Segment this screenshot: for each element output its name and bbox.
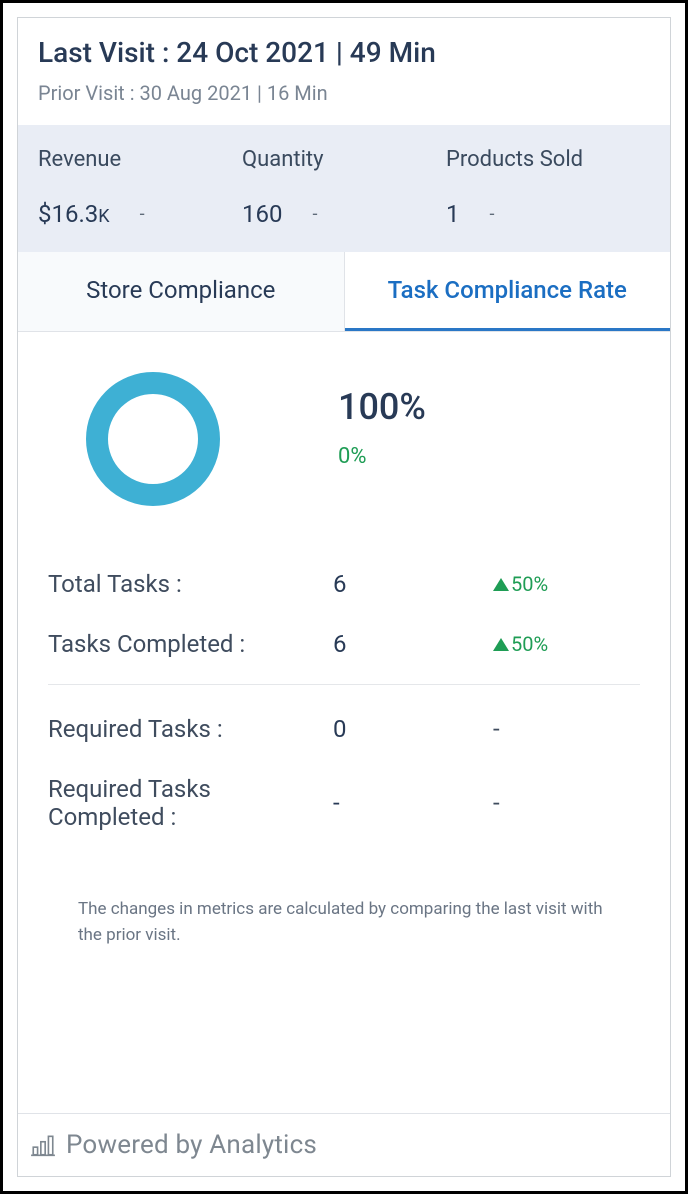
stat-row: Tasks Completed : 6 50% (48, 614, 640, 674)
compliance-percent-delta: 0% (338, 444, 640, 469)
stat-delta: 50% (453, 572, 640, 596)
metric-revenue-value: $16.3K (38, 200, 110, 228)
triangle-up-icon (493, 638, 509, 651)
stat-label: Tasks Completed : (48, 630, 333, 658)
prior-visit-line: Prior Visit : 30 Aug 2021 | 16 Min (38, 81, 650, 105)
stat-label: Required Tasks Completed : (48, 775, 333, 831)
percent-col: 100% 0% (338, 364, 640, 469)
metric-quantity: Quantity 160 - (242, 147, 446, 228)
stat-value: 6 (333, 630, 453, 658)
metric-revenue-label: Revenue (38, 147, 242, 172)
analytics-icon (30, 1132, 56, 1158)
stat-value: 0 (333, 715, 453, 743)
divider (48, 684, 640, 685)
donut-chart-wrap (48, 364, 338, 514)
metrics-bar: Revenue $16.3K - Quantity 160 - Products… (18, 125, 670, 252)
metric-products-sold-value: 1 (446, 200, 460, 228)
metric-revenue-change: - (140, 204, 145, 225)
stat-row: Required Tasks Completed : - - (48, 759, 640, 847)
stat-delta: 50% (453, 632, 640, 656)
stat-row: Required Tasks : 0 - (48, 699, 640, 759)
stat-delta: - (453, 715, 640, 743)
donut-chart (78, 364, 228, 514)
stat-row: Total Tasks : 6 50% (48, 554, 640, 614)
stat-label: Required Tasks : (48, 715, 333, 743)
metric-quantity-label: Quantity (242, 147, 446, 172)
metric-quantity-change: - (312, 204, 317, 225)
tab-content: 100% 0% Total Tasks : 6 50% Tasks Comple… (18, 332, 670, 1113)
metric-revenue: Revenue $16.3K - (38, 147, 242, 228)
footer-text: Powered by Analytics (66, 1130, 317, 1160)
stat-value: 6 (333, 570, 453, 598)
last-visit-line: Last Visit : 24 Oct 2021 | 49 Min (38, 36, 650, 69)
compliance-percent: 100% (338, 386, 640, 428)
stats-table: Total Tasks : 6 50% Tasks Completed : 6 … (48, 554, 640, 847)
metric-products-sold-change: - (490, 204, 495, 225)
card-container: Last Visit : 24 Oct 2021 | 49 Min Prior … (17, 17, 671, 1177)
visit-header: Last Visit : 24 Oct 2021 | 49 Min Prior … (18, 18, 670, 125)
compliance-summary-row: 100% 0% (48, 354, 640, 514)
footer: Powered by Analytics (18, 1113, 670, 1176)
tabs: Store Compliance Task Compliance Rate (18, 252, 670, 332)
stat-label: Total Tasks : (48, 570, 333, 598)
tab-store-compliance[interactable]: Store Compliance (18, 252, 345, 331)
stat-value: - (333, 789, 453, 817)
metric-quantity-value: 160 (242, 200, 282, 228)
tab-task-compliance-rate[interactable]: Task Compliance Rate (345, 252, 671, 331)
triangle-up-icon (493, 578, 509, 591)
stat-delta: - (453, 789, 640, 817)
metric-products-sold-label: Products Sold (446, 147, 650, 172)
metric-products-sold: Products Sold 1 - (446, 147, 650, 228)
footnote: The changes in metrics are calculated by… (48, 847, 640, 968)
